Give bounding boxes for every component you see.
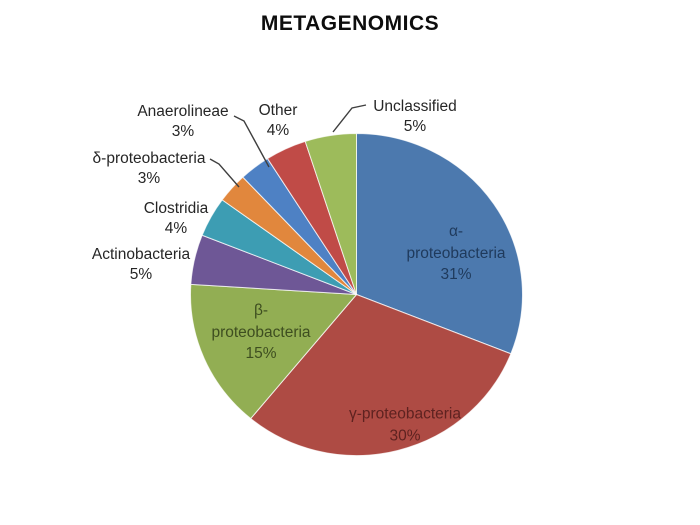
pie-slice-gamma-proteobacteria <box>250 294 512 456</box>
pie-slice-beta-proteobacteria <box>190 283 357 420</box>
leader-line-delta-proteobacteria <box>209 158 240 188</box>
leader-line-anaerolineae <box>233 115 270 168</box>
leader-line-unclassified <box>332 104 367 133</box>
pie-slice-unclassified <box>304 133 357 295</box>
pie-slice-alpha-proteobacteria <box>356 133 523 355</box>
chart-title: METAGENOMICS <box>260 12 440 35</box>
